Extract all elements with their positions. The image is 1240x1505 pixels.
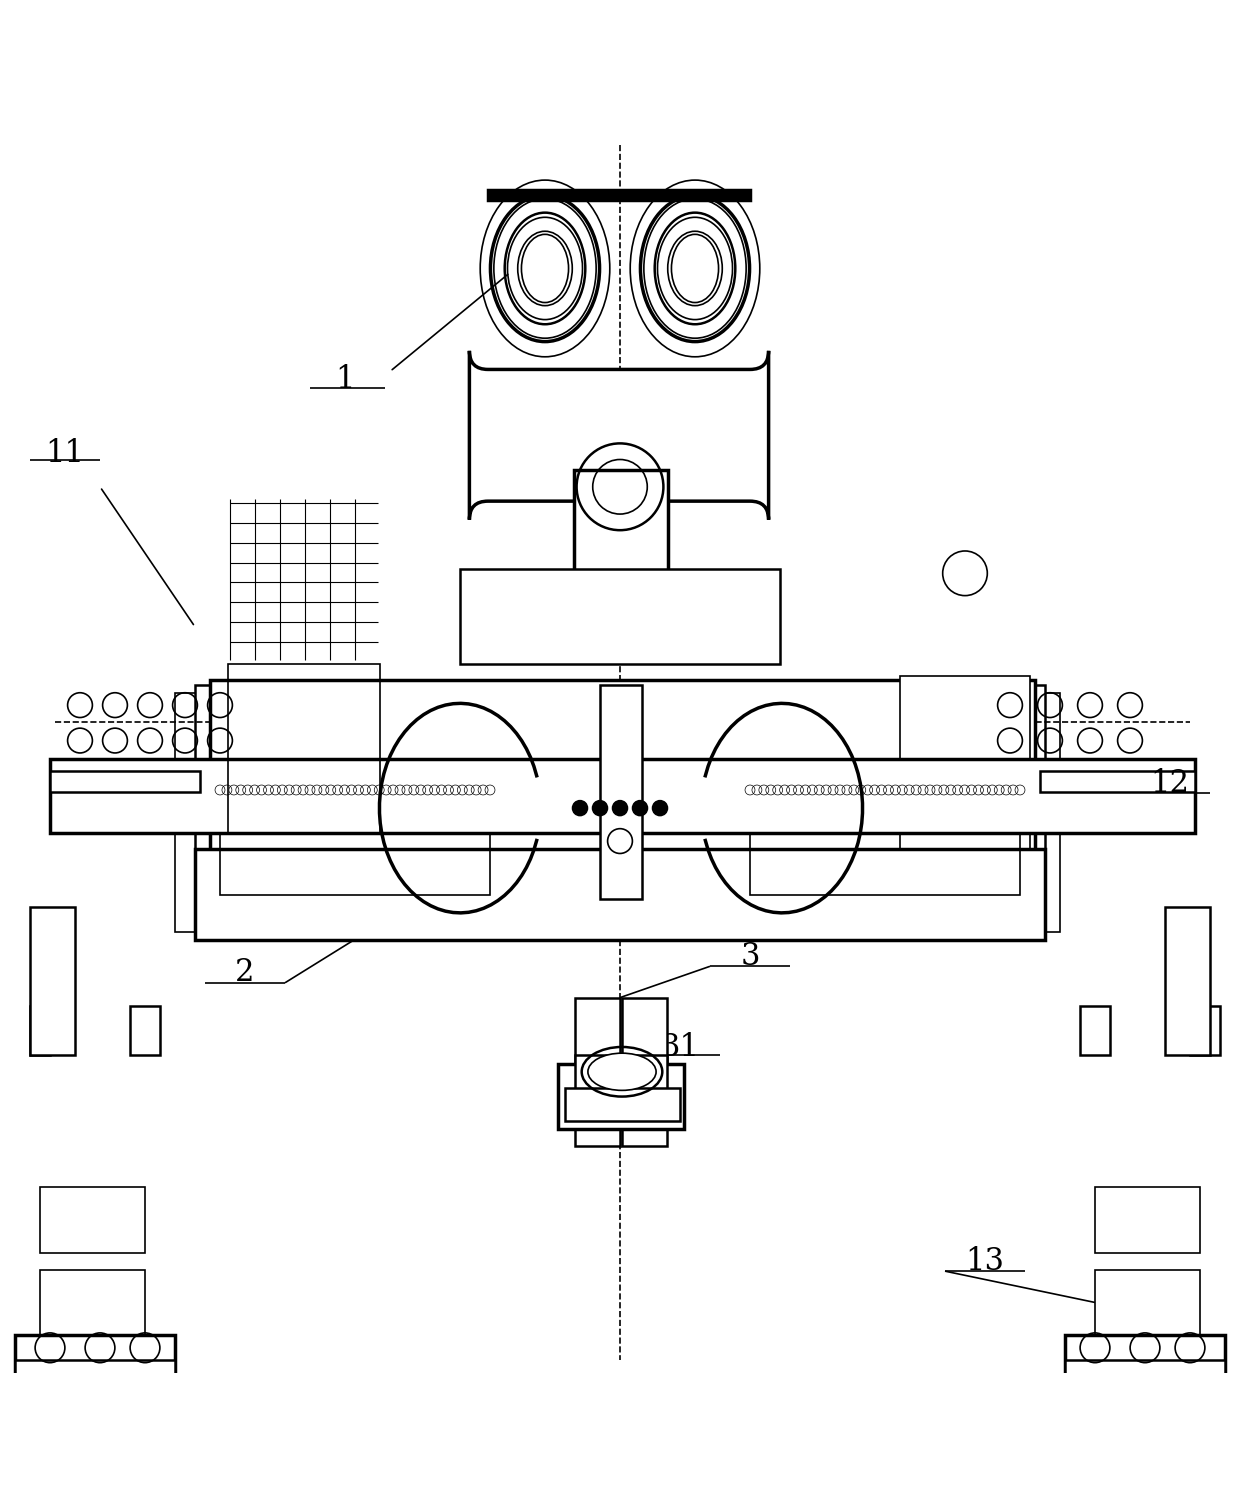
Circle shape (593, 801, 608, 816)
Bar (1095, 1270, 1200, 1351)
Bar (1110, 1327, 1190, 1505)
Text: 31: 31 (661, 1031, 699, 1063)
Bar (1040, 771, 1195, 792)
Text: 1: 1 (335, 364, 355, 396)
Text: 11: 11 (46, 438, 84, 470)
Bar (195, 849, 1045, 941)
Circle shape (573, 801, 588, 816)
Bar (750, 832, 1021, 894)
Bar (574, 470, 668, 590)
Bar (30, 1005, 50, 1055)
Bar (50, 1327, 130, 1505)
Bar (1190, 1005, 1220, 1055)
FancyBboxPatch shape (470, 351, 769, 519)
Text: 13: 13 (966, 1246, 1004, 1276)
Circle shape (613, 801, 627, 816)
Bar (1065, 1361, 1225, 1385)
Ellipse shape (522, 235, 569, 303)
Bar (15, 1361, 175, 1385)
Bar (40, 1187, 145, 1254)
Text: 3: 3 (740, 941, 760, 972)
Bar (575, 1055, 667, 1105)
Text: 12: 12 (1151, 768, 1189, 799)
Bar (460, 569, 780, 664)
Text: 2: 2 (236, 957, 254, 989)
Bar (1095, 1187, 1200, 1254)
Bar (15, 1335, 175, 1394)
Bar (1166, 908, 1210, 1055)
Circle shape (632, 801, 647, 816)
Bar (228, 664, 379, 832)
Ellipse shape (671, 235, 718, 303)
Bar (900, 676, 1030, 877)
Ellipse shape (588, 1054, 656, 1090)
Bar (50, 759, 1195, 832)
Bar (175, 692, 1060, 932)
Bar (219, 832, 490, 894)
Bar (50, 771, 200, 792)
Bar (30, 908, 74, 1055)
Bar (210, 680, 1035, 894)
Bar (565, 1088, 680, 1121)
Bar (130, 1005, 160, 1055)
Bar (489, 190, 750, 200)
Bar (1080, 1005, 1110, 1055)
Bar (600, 685, 642, 898)
Bar (622, 998, 667, 1145)
Circle shape (652, 801, 667, 816)
Bar (40, 1270, 145, 1351)
Bar (195, 685, 1045, 908)
Bar (1065, 1335, 1225, 1394)
Bar (558, 1064, 684, 1129)
Bar (575, 998, 620, 1145)
